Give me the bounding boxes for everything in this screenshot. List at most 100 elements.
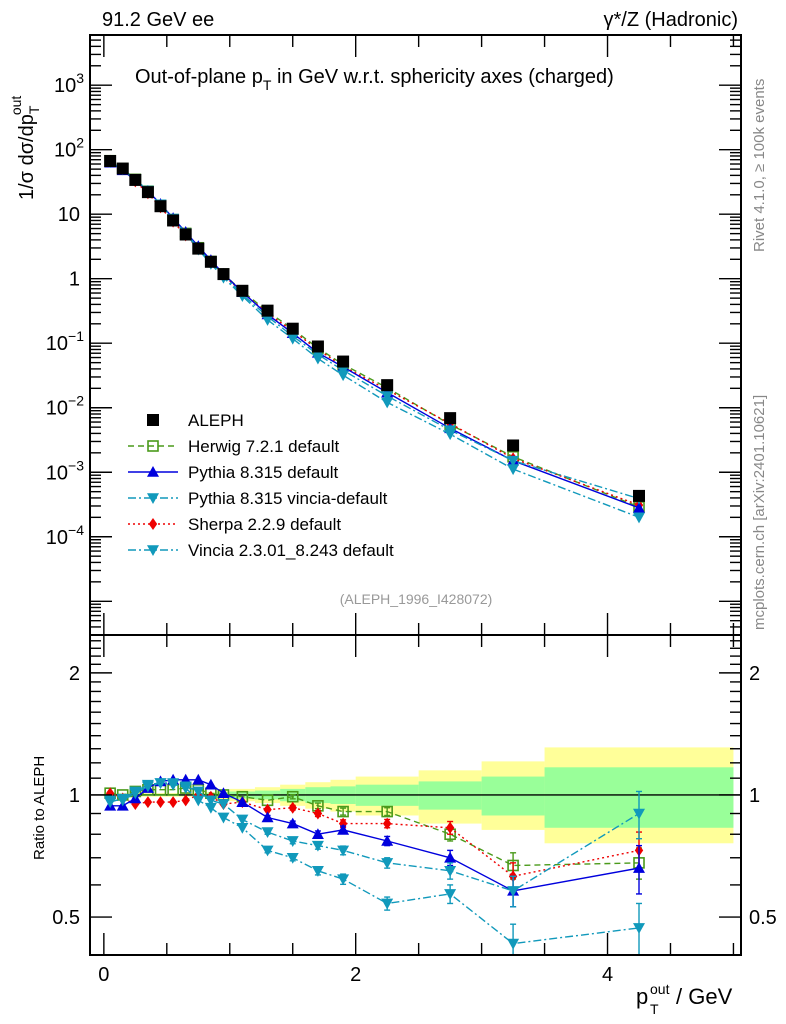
marker-triangle-down <box>337 874 350 886</box>
marker-diamond <box>143 796 153 809</box>
x-axis-label-unit: / GeV <box>676 984 733 1009</box>
marker-triangle-down <box>286 852 299 864</box>
legend-entry: Herwig 7.2.1 default <box>128 437 339 456</box>
legend-label: Pythia 8.315 default <box>188 463 339 482</box>
marker-square <box>311 340 324 353</box>
marker-triangle-down <box>236 814 249 826</box>
marker-triangle-up <box>633 501 646 513</box>
legend: ALEPH Herwig 7.2.1 default Pythia 8.315 de… <box>128 411 394 560</box>
marker-triangle-up <box>444 851 457 863</box>
marker-triangle-up <box>236 796 249 807</box>
marker-square <box>236 284 249 297</box>
y-tick-label: 10−4 <box>46 522 84 549</box>
y-tick-label: 1 <box>69 269 80 291</box>
main-y-axis-label-text: 1/σ dσ/dpTout <box>8 96 42 200</box>
marker-triangle-down <box>286 333 299 345</box>
ratio-y-tick-label: 2 <box>69 663 80 685</box>
ratio-y-tick-label: 0.5 <box>52 907 80 929</box>
y-tick-label: 10−1 <box>46 328 84 355</box>
marker-triangle-down <box>104 797 117 809</box>
marker-triangle-down <box>381 898 394 910</box>
marker-square <box>337 355 350 368</box>
main-series-pythia-8-315-vincia-default <box>104 157 646 505</box>
legend-entry: ALEPH <box>147 411 244 430</box>
marker-triangle-up <box>633 862 646 873</box>
chart-title: Out-of-plane pT in GeV w.r.t. sphericity… <box>135 66 614 93</box>
marker-diamond <box>263 803 272 816</box>
marker-triangle-down <box>311 353 324 365</box>
main-panel <box>104 154 646 524</box>
marker-square <box>179 228 192 241</box>
marker-triangle-down <box>147 493 159 504</box>
marker-square <box>116 162 129 175</box>
marker-triangle-down <box>633 808 646 820</box>
marker-triangle-down <box>633 923 646 934</box>
marker-triangle-down <box>167 778 180 790</box>
marker-square <box>381 379 394 392</box>
ratio-axes: 2 2 1 1 0.5 0.5 0 2 4 <box>52 634 777 986</box>
chart-title-part1: Out-of-plane p <box>135 66 263 88</box>
marker-triangle-up <box>337 823 350 835</box>
marker-triangle-up <box>217 787 230 798</box>
y-tick-label: 103 <box>54 70 84 97</box>
marker-square <box>154 200 167 213</box>
marker-triangle-down <box>154 778 167 790</box>
ratio-y-tick-label: 1 <box>69 785 80 807</box>
marker-square <box>167 214 180 227</box>
marker-square <box>217 268 230 281</box>
marker-triangle-down <box>261 827 274 839</box>
ratio-y-tick-label-right: 2 <box>749 663 760 685</box>
header-process-label: γ*/Z (Hadronic) <box>604 9 738 31</box>
marker-triangle-down <box>261 315 274 326</box>
marker-triangle-up <box>147 466 159 477</box>
marker-diamond <box>156 796 165 809</box>
marker-triangle-down <box>179 783 192 795</box>
x-tick-label: 2 <box>350 964 361 986</box>
marker-triangle-down <box>286 836 299 847</box>
mcplots-citation-label: mcplots.cern.ch [arXiv:2401.10621] <box>751 395 768 630</box>
ratio-series-vincia-2-3-01-8-243-default <box>104 778 646 956</box>
main-series-layer <box>104 154 646 524</box>
marker-triangle-down <box>311 840 324 852</box>
marker-triangle-down <box>204 802 217 814</box>
marker-triangle-down <box>444 866 457 877</box>
y-tick-label: 10−2 <box>46 393 84 420</box>
marker-triangle-down <box>236 822 249 834</box>
marker-diamond <box>382 817 392 830</box>
marker-square <box>141 186 154 199</box>
marker-triangle-up <box>192 773 205 785</box>
main-series-vincia-2-3-01-8-243-default <box>104 157 646 524</box>
marker-triangle-up <box>381 834 394 846</box>
legend-entry: Pythia 8.315 vincia-default <box>128 489 388 508</box>
ratio-y-tick-label-right: 1 <box>749 785 760 807</box>
marker-square <box>192 242 205 255</box>
main-series-sherpa-2-2-9-default <box>105 154 644 512</box>
marker-triangle-up <box>204 778 217 790</box>
legend-label: Vincia 2.3.01_8.243 default <box>188 541 394 560</box>
marker-triangle-down <box>129 786 142 798</box>
marker-triangle-down <box>381 858 394 869</box>
main-series-herwig-7-2-1-default <box>104 154 645 513</box>
x-axis-label-sub: T <box>650 1001 659 1017</box>
marker-triangle-down <box>217 799 230 810</box>
marker-triangle-down <box>444 429 457 441</box>
marker-triangle-down <box>507 455 520 467</box>
chart-title-part2: in GeV w.r.t. sphericity axes (charged) <box>271 66 613 88</box>
legend-entry: Sherpa 2.2.9 default <box>128 515 341 534</box>
marker-open-square <box>286 790 299 803</box>
marker-diamond <box>181 794 190 807</box>
marker-diamond <box>288 801 297 814</box>
series-line <box>109 162 640 509</box>
marker-square <box>104 155 117 168</box>
marker-triangle-down <box>337 845 350 857</box>
marker-square <box>204 255 217 268</box>
marker-triangle-down <box>444 889 457 900</box>
analysis-reference-label: (ALEPH_1996_I428072) <box>340 591 493 607</box>
x-axis-label-sup: out <box>650 981 670 997</box>
main-series-pythia-8-315-default <box>104 156 646 513</box>
marker-triangle-down <box>217 812 230 824</box>
legend-label: Herwig 7.2.1 default <box>188 437 339 456</box>
chart-title-subscript: T <box>263 77 272 93</box>
main-y-axis-label: 1/σ dσ/dpTout <box>8 96 42 200</box>
